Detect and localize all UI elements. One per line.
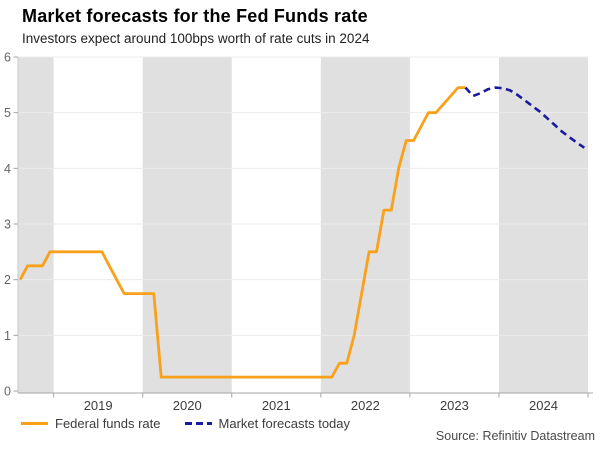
x-axis-label: 2019 bbox=[84, 398, 113, 413]
chart-title: Market forecasts for the Fed Funds rate bbox=[22, 6, 368, 26]
y-axis-label: 5 bbox=[4, 106, 11, 120]
y-axis-label: 6 bbox=[4, 51, 11, 65]
year-shaded-band bbox=[18, 57, 54, 393]
y-axis-label: 2 bbox=[4, 273, 11, 287]
year-shaded-band bbox=[142, 57, 232, 393]
chart-subtitle: Investors expect around 100bps worth of … bbox=[22, 31, 370, 46]
legend-label-federal-funds-rate: Federal funds rate bbox=[55, 416, 161, 431]
x-axis-label: 2023 bbox=[440, 398, 469, 413]
source-attribution: Source: Refinitiv Datastream bbox=[435, 429, 595, 443]
federal-funds-rate-line bbox=[18, 86, 466, 379]
market-forecast-line bbox=[464, 86, 586, 149]
x-axis-label: 2024 bbox=[529, 398, 558, 413]
fed-funds-line-swatch-icon bbox=[21, 422, 48, 425]
y-axis-label: 1 bbox=[4, 329, 11, 343]
x-axis-label: 2022 bbox=[351, 398, 380, 413]
chart-legend: Federal funds rate Market forecasts toda… bbox=[21, 416, 350, 431]
x-axis-label: 2021 bbox=[262, 398, 291, 413]
year-shaded-band bbox=[498, 57, 588, 393]
legend-item-federal-funds-rate: Federal funds rate bbox=[21, 416, 161, 431]
forecast-line-swatch-icon bbox=[184, 422, 212, 425]
year-shaded-band bbox=[320, 57, 410, 393]
x-axis-label: 2020 bbox=[173, 398, 202, 413]
legend-label-market-forecasts: Market forecasts today bbox=[218, 416, 351, 431]
y-axis-label: 4 bbox=[4, 162, 11, 176]
y-axis-label: 3 bbox=[4, 218, 11, 232]
legend-item-market-forecasts: Market forecasts today bbox=[184, 416, 351, 431]
y-axis-label: 0 bbox=[4, 385, 11, 399]
